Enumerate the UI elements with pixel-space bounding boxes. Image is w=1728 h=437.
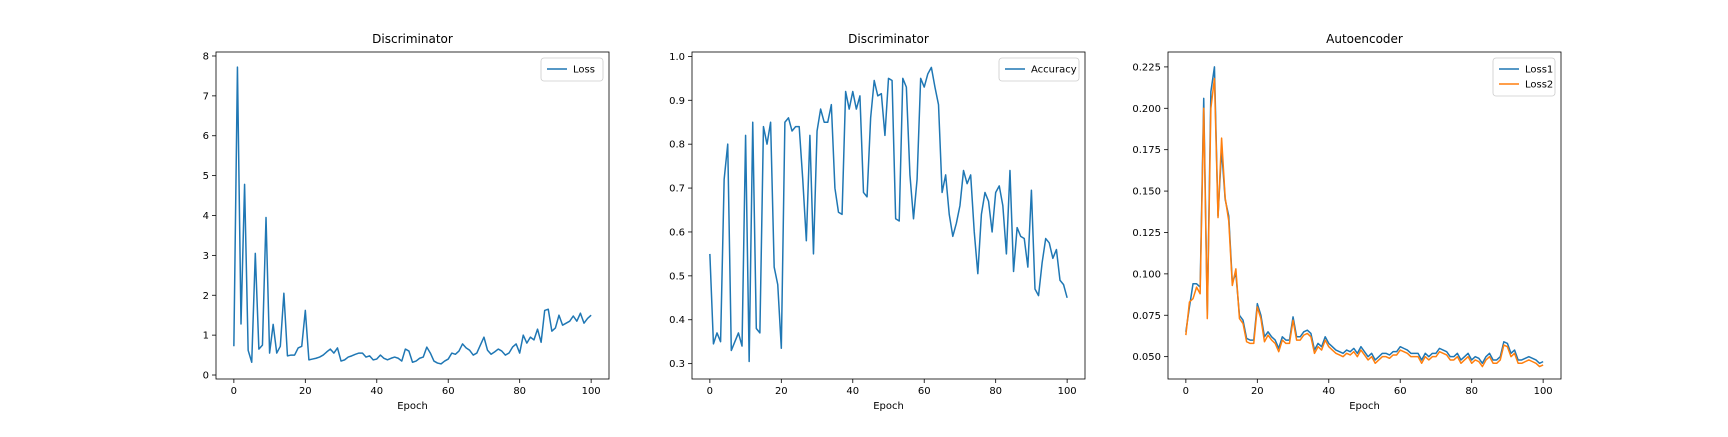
- y-tick-label: 0.8: [669, 140, 685, 151]
- legend: Loss1 Loss2: [1492, 57, 1556, 97]
- x-tick-label: 40: [370, 386, 383, 397]
- x-axis-label: Epoch: [873, 401, 904, 412]
- y-tick-label: 0.3: [669, 359, 685, 370]
- y-tick-label: 0.125: [1132, 228, 1161, 239]
- x-axis-label: Epoch: [397, 401, 428, 412]
- y-tick-label: 0.150: [1132, 187, 1161, 198]
- x-tick-label: 20: [299, 386, 312, 397]
- y-tick-label: 0.100: [1132, 269, 1161, 280]
- y-tick-label: 4: [203, 211, 209, 222]
- legend-label: Loss: [573, 65, 595, 76]
- legend-box: [540, 57, 604, 82]
- y-tick-label: 6: [203, 131, 209, 142]
- plot-frame: [215, 51, 610, 380]
- legend: Accuracy: [998, 57, 1080, 82]
- y-tick-label: 0.200: [1132, 104, 1161, 115]
- series-line-loss: [233, 66, 592, 365]
- x-tick-label: 100: [582, 386, 601, 397]
- y-tick-label: 1.0: [669, 52, 685, 63]
- y-tick-label: 7: [203, 91, 209, 102]
- x-tick-label: 0: [231, 386, 237, 397]
- series-line-accuracy: [709, 66, 1068, 363]
- chart-title: Discriminator: [848, 32, 929, 46]
- y-tick-label: 0.050: [1132, 352, 1161, 363]
- legend-label: Loss2: [1525, 80, 1553, 91]
- x-tick-label: 100: [1534, 386, 1553, 397]
- y-tick-label: 0.6: [669, 227, 685, 238]
- legend-box: [1492, 57, 1556, 97]
- y-tick-label: 0.5: [669, 271, 685, 282]
- legend-box: [998, 57, 1080, 82]
- chart-3: Autoencoder 0 20 40 60 80 100 0.050 0.075 0.100 0.…: [1132, 32, 1562, 412]
- y-tick-label: 0.9: [669, 96, 685, 107]
- y-tick-label: 8: [203, 51, 209, 62]
- y-tick-label: 0: [203, 371, 209, 382]
- plot-frame: [691, 51, 1086, 380]
- chart-title: Discriminator: [372, 32, 453, 46]
- y-tick-label: 3: [203, 251, 209, 262]
- y-tick-label: 5: [203, 171, 209, 182]
- legend-label: Accuracy: [1031, 65, 1077, 76]
- series-line-loss2: [1185, 77, 1544, 368]
- plot-frame: [1167, 51, 1562, 380]
- legend-label: Loss1: [1525, 65, 1553, 76]
- chart-title: Autoencoder: [1326, 32, 1403, 46]
- x-tick-label: 80: [513, 386, 526, 397]
- x-tick-label: 20: [775, 386, 788, 397]
- y-tick-label: 0.225: [1132, 62, 1161, 73]
- x-tick-label: 60: [1394, 386, 1407, 397]
- y-tick-label: 1: [203, 331, 209, 342]
- x-tick-label: 40: [1322, 386, 1335, 397]
- x-tick-label: 20: [1251, 386, 1264, 397]
- y-tick-label: 0.7: [669, 184, 685, 195]
- y-tick-label: 2: [203, 291, 209, 302]
- chart-1: Discriminator 0 20 40 60 80 100 0 1 2 3 4 5 6 7 8 Epoch L…: [203, 32, 610, 412]
- y-tick-label: 0.4: [669, 315, 685, 326]
- x-tick-label: 40: [846, 386, 859, 397]
- x-axis-label: Epoch: [1349, 401, 1380, 412]
- chart-2: Discriminator 0 20 40 60 80 100 0.3 0.4 0.5 0.6 0.7…: [669, 32, 1086, 412]
- x-tick-label: 60: [442, 386, 455, 397]
- x-tick-label: 80: [1465, 386, 1478, 397]
- legend: Loss: [540, 57, 604, 82]
- y-tick-label: 0.075: [1132, 311, 1161, 322]
- x-tick-label: 80: [989, 386, 1002, 397]
- x-tick-label: 100: [1058, 386, 1077, 397]
- x-tick-label: 0: [707, 386, 713, 397]
- x-tick-label: 0: [1183, 386, 1189, 397]
- x-tick-label: 60: [918, 386, 931, 397]
- y-tick-label: 0.175: [1132, 145, 1161, 156]
